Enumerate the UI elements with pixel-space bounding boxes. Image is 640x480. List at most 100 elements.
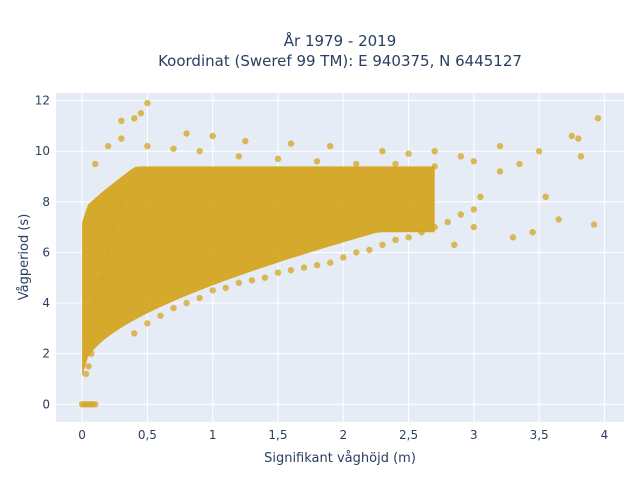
scatter-point — [431, 148, 438, 155]
scatter-point — [118, 135, 125, 142]
scatter-point — [131, 115, 138, 122]
x-tick-label: 1,5 — [268, 428, 287, 442]
y-tick-label: 6 — [42, 245, 50, 259]
scatter-point — [496, 142, 504, 150]
scatter-point — [235, 279, 242, 286]
scatter-point — [392, 160, 399, 168]
scatter-point — [92, 401, 99, 408]
scatter-point — [379, 241, 386, 248]
scatter-point — [477, 193, 484, 200]
scatter-point — [418, 229, 425, 236]
scatter-point — [105, 249, 112, 256]
scatter-point — [568, 132, 575, 140]
x-axis-ticks: 0 0,5 1 1,5 2 2,5 3 3,5 4 — [78, 428, 608, 442]
scatter-point — [131, 330, 138, 337]
scatter-point — [590, 221, 598, 228]
y-axis-ticks: 0 2 4 6 8 10 12 — [35, 94, 50, 412]
scatter-point — [555, 216, 562, 223]
scatter-point — [261, 274, 269, 281]
y-tick-label: 0 — [42, 397, 50, 411]
scatter-point — [535, 148, 543, 155]
x-tick-label: 0,5 — [138, 428, 157, 442]
scatter-point — [444, 218, 451, 226]
point-density-region — [82, 166, 435, 377]
x-tick-label: 4 — [601, 428, 609, 442]
scatter-point — [313, 158, 321, 165]
scatter-point — [287, 267, 295, 274]
scatter-point — [170, 145, 177, 152]
scatter-point — [85, 325, 92, 332]
scatter-point — [392, 236, 399, 243]
scatter-point — [88, 350, 95, 357]
scatter-point — [209, 132, 216, 140]
scatter-point — [183, 299, 190, 307]
scatter-point — [353, 249, 360, 256]
scatter-point — [92, 160, 99, 168]
scatter-point — [575, 135, 582, 142]
chart-subtitle: Koordinat (Sweref 99 TM): E 940375, N 64… — [158, 52, 522, 70]
x-tick-label: 0 — [78, 428, 86, 442]
scatter-point — [470, 158, 477, 165]
y-axis-label: Vågperiod (s) — [17, 214, 32, 301]
scatter-point — [170, 304, 177, 312]
scatter-point — [431, 163, 438, 170]
scatter-point — [85, 363, 92, 370]
scatter-point — [405, 234, 412, 241]
scatter-point — [451, 241, 458, 248]
y-tick-label: 12 — [35, 94, 50, 108]
scatter-point — [105, 142, 112, 150]
scatter-point — [366, 246, 373, 254]
scatter-point — [274, 155, 282, 162]
scatter-point — [235, 153, 242, 160]
scatter-point — [287, 140, 295, 147]
scatter-point — [313, 261, 321, 269]
x-tick-label: 3 — [470, 428, 478, 442]
scatter-point — [111, 223, 119, 231]
y-tick-label: 2 — [42, 347, 50, 361]
scatter-point — [300, 264, 308, 271]
scatter-point — [594, 115, 602, 122]
scatter-point — [248, 277, 256, 284]
x-axis-label: Signifikant våghöjd (m) — [264, 451, 416, 466]
scatter-point — [144, 142, 151, 150]
chart-title: År 1979 - 2019 — [284, 31, 397, 50]
scatter-point — [431, 223, 438, 231]
y-tick-label: 4 — [42, 296, 50, 310]
scatter-point — [82, 370, 90, 378]
scatter-point — [209, 287, 216, 294]
scatter-point — [327, 259, 334, 266]
x-tick-label: 2 — [339, 428, 347, 442]
scatter-point — [379, 148, 386, 155]
scatter-point — [577, 153, 585, 160]
scatter-point — [327, 142, 334, 150]
x-tick-label: 3,5 — [530, 428, 549, 442]
x-tick-label: 2,5 — [399, 428, 418, 442]
scatter-point — [274, 269, 282, 276]
scatter-point — [542, 193, 549, 200]
scatter-point — [516, 160, 523, 168]
scatter-point — [509, 234, 517, 241]
scatter-point — [144, 320, 151, 327]
scatter-point — [457, 153, 464, 160]
scatter-point — [92, 299, 99, 307]
scatter-point — [196, 294, 203, 302]
scatter-point — [457, 211, 464, 218]
scatter-point — [118, 198, 125, 205]
scatter-point — [157, 312, 164, 319]
scatter-point — [353, 160, 360, 168]
scatter-point — [496, 168, 504, 175]
x-tick-label: 1 — [209, 428, 217, 442]
scatter-point — [470, 206, 477, 213]
scatter-point — [137, 110, 145, 117]
scatter-point — [183, 130, 190, 137]
scatter-point — [98, 274, 105, 281]
data-points — [78, 99, 602, 408]
scatter-point — [222, 284, 229, 292]
scatter-point — [118, 117, 125, 125]
scatter-point — [144, 99, 151, 107]
scatter-point — [529, 229, 536, 236]
y-tick-label: 8 — [42, 195, 50, 209]
scatter-point — [196, 148, 203, 155]
scatter-point — [242, 137, 249, 145]
